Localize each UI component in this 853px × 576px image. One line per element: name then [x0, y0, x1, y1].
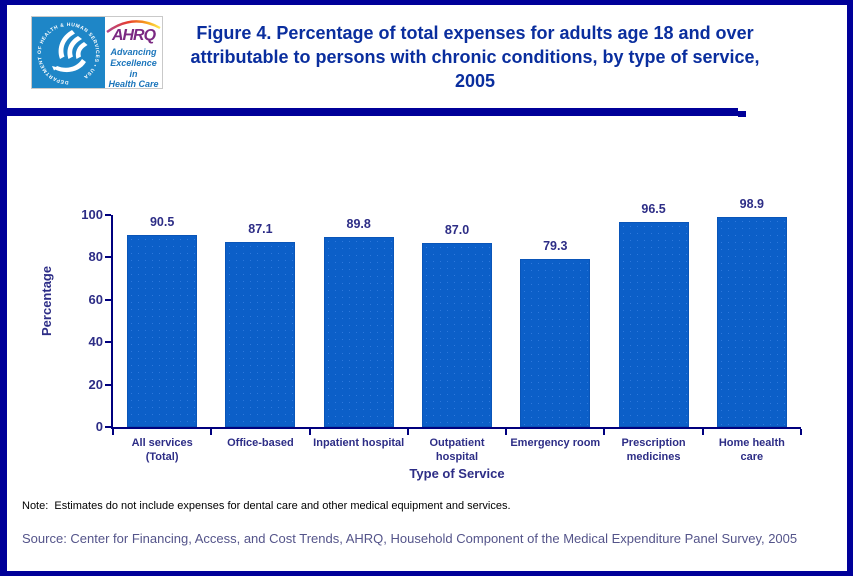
y-tick-label: 20: [88, 376, 103, 392]
bar-5: [618, 222, 689, 427]
x-tick-mark: [210, 429, 213, 435]
x-tick-mark: [701, 429, 704, 435]
header-divider-bar: [0, 108, 738, 116]
x-tick-mark: [406, 429, 409, 435]
bar-6: [716, 217, 787, 427]
bar-2: [323, 236, 394, 427]
x-axis-label: Type of Service: [409, 466, 505, 481]
category-label: Outpatient hospital: [429, 437, 485, 464]
bar-0: [127, 235, 198, 427]
y-axis-label: Percentage: [39, 265, 54, 337]
x-tick-mark: [603, 429, 606, 435]
bar-1: [225, 242, 296, 427]
hhs-logo: DEPARTMENT OF HEALTH & HUMAN SERVICES • …: [32, 17, 105, 88]
y-tick-mark: [105, 383, 111, 386]
ahrq-rainbow-arc-icon: [106, 20, 161, 33]
bar-4: [520, 258, 591, 427]
x-tick-mark: [505, 429, 508, 435]
header-divider-shadow: [738, 111, 746, 117]
y-tick-mark: [105, 426, 111, 428]
y-tick-mark: [105, 214, 111, 216]
y-tick-label: 80: [88, 249, 103, 265]
bar-3: [422, 242, 492, 427]
bar-value-label: 96.5: [641, 202, 666, 217]
category-label: All services (Total): [131, 437, 193, 464]
ahrq-tagline: Advancing Excellence in Health Care: [108, 47, 159, 90]
x-tick-mark: [308, 429, 311, 435]
category-label: Inpatient hospital: [313, 437, 405, 449]
category-label: Home health care: [718, 437, 785, 464]
x-axis-line: [111, 427, 801, 429]
y-tick-label: 0: [95, 419, 103, 434]
ahrq-acronym: AHRQ: [111, 27, 156, 44]
note-text: Note: Estimates do not include expenses …: [22, 500, 511, 512]
y-tick-mark: [105, 298, 111, 301]
bar-value-label: 87.0: [444, 222, 470, 237]
hhs-eagle-icon: DEPARTMENT OF HEALTH & HUMAN SERVICES • …: [37, 22, 100, 85]
y-tick-mark: [105, 256, 111, 259]
category-label: Emergency room: [510, 437, 601, 449]
bar-value-label: 89.8: [346, 216, 371, 231]
y-tick-label: 100: [81, 207, 103, 222]
figure-title: Figure 4. Percentage of total expenses f…: [190, 23, 760, 91]
bar-value-label: 79.3: [543, 238, 568, 253]
source-text: Source: Center for Financing, Access, an…: [22, 531, 798, 546]
bar-value-label: 90.5: [149, 215, 175, 230]
category-label: Prescription medicines: [621, 437, 686, 464]
y-axis-line: [111, 215, 113, 429]
y-tick-label: 40: [88, 334, 103, 350]
category-label: Office-based: [227, 437, 294, 449]
y-tick-label: 60: [88, 291, 103, 307]
y-tick-mark: [105, 341, 111, 344]
x-tick-mark: [112, 429, 114, 435]
bar-value-label: 98.9: [739, 197, 765, 212]
x-tick-mark: [800, 429, 802, 435]
bar-value-label: 87.1: [248, 222, 273, 237]
hhs-ahrq-logo: DEPARTMENT OF HEALTH & HUMAN SERVICES • …: [31, 16, 163, 89]
ahrq-logo: AHRQ Advancing Excellence in Health Care: [105, 17, 162, 90]
